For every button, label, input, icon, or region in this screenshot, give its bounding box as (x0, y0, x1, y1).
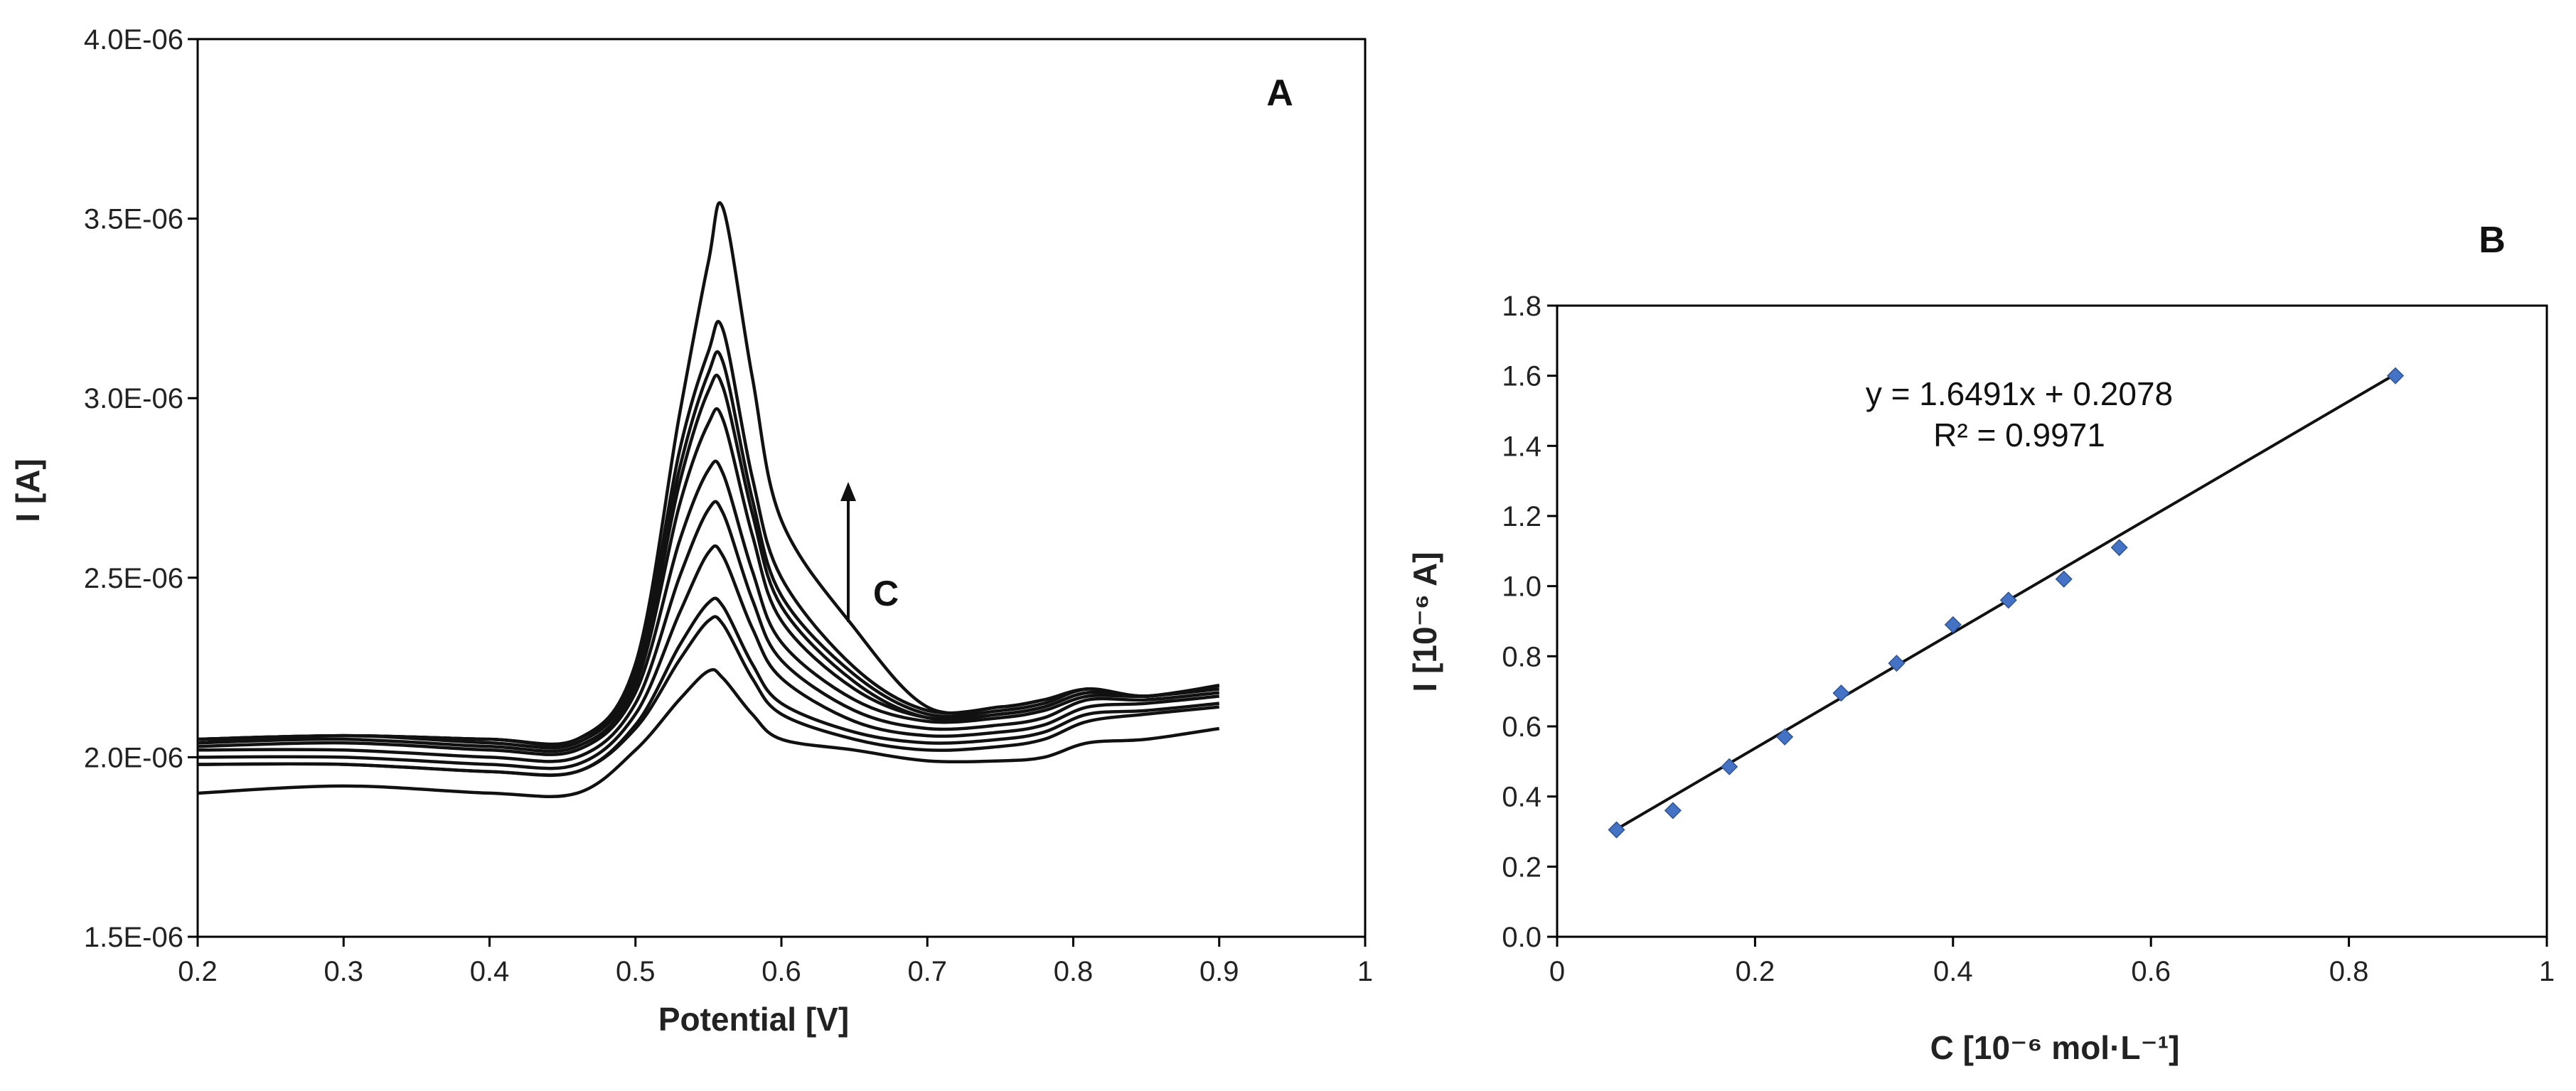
panel-b-y-tick-label: 0.2 (1502, 851, 1541, 883)
panel-a-y-tick-label: 4.0E-06 (84, 24, 183, 55)
panel-a-chart: 1.5E-06 2.0E-06 2.5E-06 3.0E-06 3.5E-06 4.0E-… (9, 24, 1373, 1038)
panel-b-x-tick-label: 0.2 (1736, 956, 1775, 987)
panel-b-data-point (2055, 570, 2073, 588)
panel-b-y-tick-label: 0.4 (1502, 782, 1541, 813)
panel-a-x-tick-label: 0.8 (1054, 956, 1094, 987)
panel-b-y-tick-label: 1.4 (1502, 431, 1541, 462)
panel-b-chart: 0.00.20.40.60.81.01.21.41.61.8 0 0.2 0.4 0.… (1406, 220, 2555, 1066)
panel-a-y-tick-label: 2.0E-06 (84, 742, 183, 773)
panel-b-r2-label: R² = 0.9971 (1933, 416, 2105, 453)
panel-b-data-point (2110, 539, 2128, 557)
panel-b-points (1608, 367, 2405, 839)
panel-a-y-tick-label: 3.0E-06 (84, 383, 183, 414)
panel-b-x-tick-label: 1 (2539, 956, 2555, 987)
panel-a-series-line-6 (197, 459, 1219, 756)
panel-a-x-tick-label: 0.4 (470, 956, 510, 987)
panel-b-y-tick-label: 1.8 (1502, 291, 1541, 322)
panel-b-y-tick-label: 0.0 (1502, 922, 1541, 953)
panel-b-x-tick-label: 0.6 (2131, 956, 2171, 987)
panel-b-plot-frame (1556, 304, 2548, 938)
panel-a-series-line-5 (197, 500, 1219, 763)
panel-a-x-tick-label: 1 (1357, 956, 1373, 987)
panel-a-series-line-8 (197, 373, 1220, 750)
panel-b-data-point (1608, 821, 1625, 839)
panel-b-data-point (2386, 367, 2405, 385)
panel-a-y-axis: 1.5E-06 2.0E-06 2.5E-06 3.0E-06 3.5E-06 4.0E-… (84, 24, 198, 953)
panel-b-y-tick-label: 1.0 (1502, 571, 1541, 603)
panel-b-y-axis: 0.0 0.2 0.4 0.6 0.8 1.0 1.2 1.4 1.6 1.8 (1502, 291, 1557, 953)
panel-b-data-point (1999, 591, 2017, 609)
panel-b-data-point (1776, 728, 1794, 746)
panel-a-letter: A (1266, 72, 1293, 114)
panel-a-y-tick-label: 1.5E-06 (84, 922, 183, 953)
panel-b-y-tick-label: 0.8 (1502, 641, 1541, 672)
panel-a-arrow-label: C (873, 574, 899, 613)
panel-b-x-tick-label: 0.8 (2329, 956, 2369, 987)
panel-a-arrow-head (840, 482, 856, 501)
panel-b-data-point (1832, 684, 1850, 702)
panel-a-x-axis-label: Potential [V] (658, 1001, 849, 1038)
panel-b-x-axis-label: C [10⁻⁶ mol·L⁻¹] (1930, 1029, 2180, 1066)
panel-b-data-point (1888, 655, 1906, 672)
panel-a-series-line-1 (197, 667, 1220, 799)
panel-a-x-axis: 0.2 0.3 0.4 0.5 0.6 0.7 0.8 0.9 1 (178, 937, 1373, 987)
panel-a-series-line-9 (197, 350, 1220, 746)
panel-a-x-tick-label: 0.3 (324, 956, 363, 987)
panel-a-series-line-11 (197, 201, 1220, 747)
panel-b-x-axis: 0 0.2 0.4 0.6 0.8 1 (1549, 937, 2555, 987)
panel-a-x-tick-label: 0.2 (178, 956, 218, 987)
panel-b-x-tick-label: 0.4 (1933, 956, 1973, 987)
panel-a-series-line-10 (197, 320, 1220, 746)
panel-a-y-tick-label: 3.5E-06 (84, 204, 183, 235)
panel-a-y-tick-label: 2.5E-06 (84, 563, 183, 594)
panel-a-x-tick-label: 0.5 (616, 956, 656, 987)
panel-b-letter: B (2479, 220, 2506, 261)
panel-b-x-tick-label: 0 (1549, 956, 1565, 987)
panel-b-y-tick-label: 1.6 (1502, 361, 1541, 392)
panel-a-y-axis-label: I [A] (9, 458, 46, 522)
panel-b-data-point (1944, 616, 1962, 633)
panel-a-series-group (197, 201, 1220, 799)
panel-a-x-tick-label: 0.6 (761, 956, 801, 987)
panel-a-x-tick-label: 0.9 (1199, 956, 1239, 987)
panel-b-y-tick-label: 1.2 (1502, 501, 1541, 532)
panel-b-data-point (1721, 758, 1738, 775)
panel-a-plot-frame (196, 38, 1367, 938)
panel-b-equation-label: y = 1.6491x + 0.2078 (1866, 375, 2173, 412)
panel-b-y-tick-label: 0.6 (1502, 711, 1541, 743)
panel-a-series-line-4 (197, 544, 1219, 770)
panel-a-x-tick-label: 0.7 (907, 956, 947, 987)
panel-b-data-point (1664, 802, 1682, 819)
panel-a-series-line-3 (197, 596, 1219, 778)
panel-b-y-axis-label: I [10⁻⁶ A] (1406, 552, 1443, 692)
